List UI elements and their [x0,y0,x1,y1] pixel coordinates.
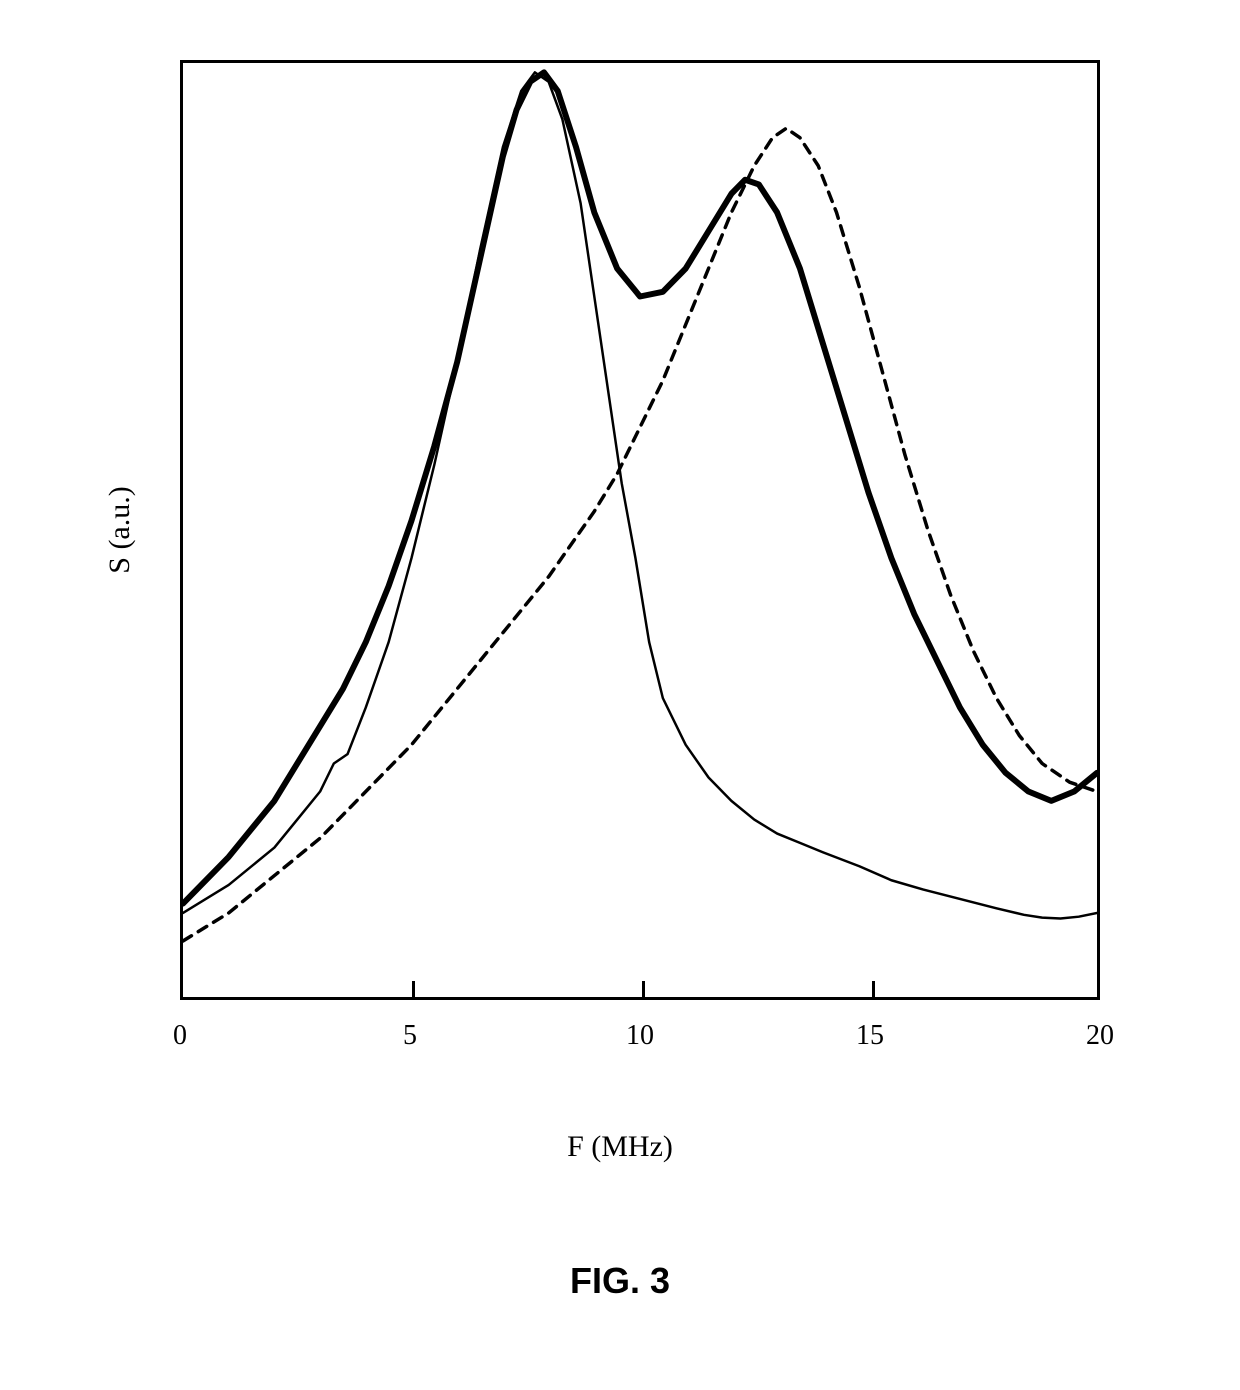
x-tick-label: 5 [403,1020,417,1052]
plot-svg [183,63,1097,997]
x-tick-label: 0 [173,1020,187,1052]
figure-container: S (a.u.) 0 5 10 15 20 F (MHz) FIG. 3 [100,60,1140,1340]
x-axis-label: F (MHz) [567,1130,673,1164]
series-thick-solid [183,72,1097,903]
series-thin-solid [183,72,1097,918]
x-tick-label: 10 [626,1020,654,1052]
x-tick [642,981,645,999]
figure-caption: FIG. 3 [570,1260,670,1302]
series-dashed [183,128,1097,941]
y-axis-label: S (a.u.) [103,486,137,573]
x-tick [872,981,875,999]
x-tick-label: 15 [856,1020,884,1052]
x-tick [412,981,415,999]
series-group [183,72,1097,941]
plot-area [180,60,1100,1000]
x-tick-label: 20 [1086,1020,1114,1052]
